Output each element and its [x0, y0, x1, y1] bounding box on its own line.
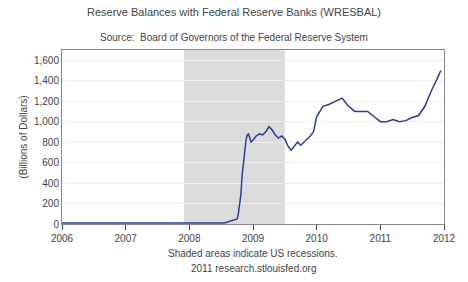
svg-text:2011: 2011 — [370, 233, 392, 244]
svg-text:Shaded areas indicate US reces: Shaded areas indicate US recessions. — [168, 248, 338, 259]
svg-text:2006: 2006 — [51, 233, 74, 244]
svg-text:1,000: 1,000 — [34, 116, 59, 127]
svg-text:2009: 2009 — [242, 233, 265, 244]
svg-text:Reserve Balances with Federal: Reserve Balances with Federal Reserve Ba… — [87, 6, 381, 18]
svg-text:Source: Board of Governors of: Source: Board of Governors of the Federa… — [100, 32, 368, 43]
svg-text:2007: 2007 — [115, 233, 138, 244]
svg-text:400: 400 — [42, 178, 59, 189]
svg-text:1,200: 1,200 — [34, 96, 59, 107]
svg-text:(Billions of Dollars): (Billions of Dollars) — [18, 95, 29, 178]
svg-text:600: 600 — [42, 157, 59, 168]
svg-text:1,600: 1,600 — [34, 55, 59, 66]
svg-text:800: 800 — [42, 137, 59, 148]
svg-text:2010: 2010 — [306, 233, 329, 244]
svg-text:200: 200 — [42, 198, 59, 209]
svg-text:2011 research.stlouisfed.org: 2011 research.stlouisfed.org — [191, 263, 316, 274]
svg-text:2012: 2012 — [433, 233, 456, 244]
svg-text:0: 0 — [53, 219, 59, 230]
svg-text:1,400: 1,400 — [34, 75, 59, 86]
svg-text:2008: 2008 — [178, 233, 201, 244]
